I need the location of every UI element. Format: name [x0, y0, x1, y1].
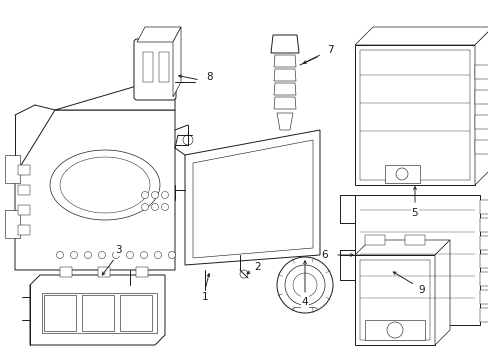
Bar [354, 195, 479, 325]
Bar [18, 165, 30, 175]
Text: 4: 4 [301, 297, 307, 307]
Bar [354, 255, 434, 345]
Circle shape [161, 203, 168, 211]
Bar [136, 267, 148, 277]
Polygon shape [50, 150, 160, 220]
Circle shape [183, 135, 193, 145]
Circle shape [151, 192, 158, 198]
Text: 9: 9 [418, 285, 425, 295]
Bar [82, 295, 114, 331]
Polygon shape [15, 110, 175, 270]
Text: 2: 2 [254, 262, 261, 272]
Bar [142, 52, 153, 82]
Polygon shape [55, 85, 175, 110]
FancyBboxPatch shape [134, 39, 176, 100]
Text: 6: 6 [321, 250, 327, 260]
Bar [18, 225, 30, 235]
Bar [474, 90, 488, 104]
Polygon shape [270, 35, 298, 53]
Circle shape [168, 252, 175, 258]
Bar [479, 236, 488, 250]
Bar [44, 295, 76, 331]
Circle shape [161, 192, 168, 198]
Polygon shape [60, 157, 150, 213]
Bar [479, 218, 488, 232]
Bar [5, 210, 20, 238]
Bar [18, 205, 30, 215]
Bar [98, 267, 110, 277]
Circle shape [151, 203, 158, 211]
Bar [474, 115, 488, 129]
Bar [159, 52, 169, 82]
Circle shape [84, 252, 91, 258]
Circle shape [127, 279, 133, 285]
Polygon shape [354, 27, 488, 45]
Circle shape [112, 252, 119, 258]
Circle shape [98, 252, 105, 258]
Bar [479, 272, 488, 286]
Circle shape [285, 265, 325, 305]
Polygon shape [173, 27, 181, 97]
Circle shape [386, 322, 402, 338]
Bar [18, 185, 30, 195]
Polygon shape [193, 140, 312, 258]
Circle shape [126, 252, 133, 258]
Bar [479, 200, 488, 214]
Circle shape [395, 168, 407, 180]
Polygon shape [474, 27, 488, 185]
Polygon shape [273, 97, 295, 109]
Bar [354, 45, 474, 185]
Circle shape [240, 270, 247, 278]
Text: 8: 8 [206, 72, 213, 82]
Polygon shape [434, 240, 449, 345]
Polygon shape [42, 293, 157, 333]
Bar [359, 50, 469, 180]
Bar [474, 140, 488, 154]
Polygon shape [354, 240, 449, 255]
Bar [479, 308, 488, 322]
Polygon shape [273, 83, 295, 95]
Circle shape [57, 252, 63, 258]
Polygon shape [273, 69, 295, 81]
Text: 1: 1 [201, 292, 208, 302]
Circle shape [292, 273, 316, 297]
Bar [359, 260, 429, 340]
Circle shape [276, 257, 332, 313]
Bar [120, 295, 152, 331]
Circle shape [141, 203, 148, 211]
Bar [364, 320, 424, 340]
Circle shape [70, 252, 77, 258]
Polygon shape [273, 55, 295, 67]
Bar [474, 65, 488, 79]
Polygon shape [184, 130, 319, 265]
Bar [384, 165, 419, 183]
Polygon shape [276, 113, 292, 130]
Bar [479, 254, 488, 268]
Text: 3: 3 [115, 245, 121, 255]
Text: 7: 7 [326, 45, 333, 55]
Circle shape [140, 252, 147, 258]
Bar [364, 235, 384, 245]
Bar [60, 267, 72, 277]
Polygon shape [30, 275, 164, 345]
Polygon shape [137, 27, 181, 42]
Bar [404, 235, 424, 245]
Circle shape [141, 192, 148, 198]
Bar [479, 290, 488, 304]
Bar [5, 155, 20, 183]
Circle shape [154, 252, 161, 258]
Text: 5: 5 [411, 208, 417, 218]
